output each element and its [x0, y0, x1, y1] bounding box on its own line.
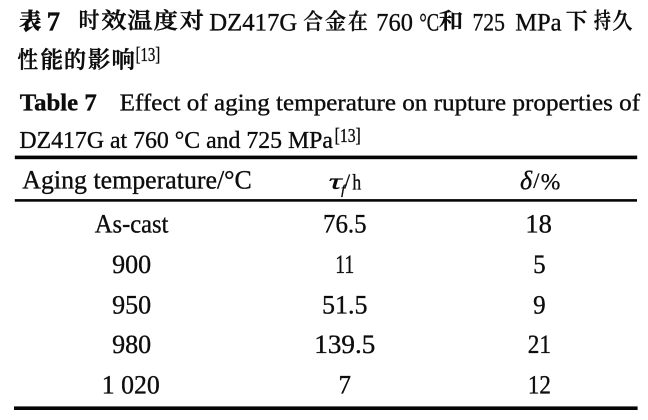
svg-text:139.5: 139.5 — [314, 330, 375, 359]
svg-text:°C: °C — [419, 10, 439, 37]
svg-text:7: 7 — [339, 371, 352, 400]
svg-text:760: 760 — [376, 10, 413, 37]
svg-text:DZ417G at 760 °C and 725 MPa: DZ417G at 760 °C and 725 MPa — [19, 128, 333, 154]
svg-text:5: 5 — [533, 250, 546, 279]
svg-text:76.5: 76.5 — [323, 210, 367, 239]
svg-text:9: 9 — [533, 291, 546, 320]
svg-text:Effect of aging temperature on: Effect of aging temperature on rupture p… — [120, 91, 641, 117]
svg-text:DZ417G: DZ417G — [209, 10, 297, 37]
svg-text:Aging temperature/°C: Aging temperature/°C — [22, 165, 252, 194]
svg-text:11: 11 — [335, 250, 354, 279]
svg-text:Table 7: Table 7 — [20, 91, 97, 117]
svg-text:12: 12 — [528, 371, 551, 400]
svg-text:1 020: 1 020 — [102, 371, 160, 400]
svg-text:980: 980 — [112, 330, 151, 359]
svg-text:900: 900 — [112, 250, 151, 279]
svg-text:MPa: MPa — [515, 10, 561, 37]
svg-text:21: 21 — [528, 330, 551, 359]
svg-text:950: 950 — [112, 291, 151, 320]
svg-text:725: 725 — [473, 10, 505, 37]
svg-text:7: 7 — [47, 7, 61, 37]
svg-text:%: % — [541, 170, 561, 196]
svg-text:/: / — [533, 168, 540, 193]
svg-text:f: f — [341, 183, 347, 198]
svg-text:51.5: 51.5 — [322, 291, 368, 320]
svg-text:[13]: [13] — [335, 125, 361, 147]
svg-text:18: 18 — [525, 210, 552, 239]
svg-text:h: h — [352, 169, 361, 194]
svg-text:δ: δ — [520, 166, 533, 195]
svg-text:τ: τ — [329, 169, 343, 194]
svg-text:/: / — [344, 170, 350, 194]
svg-text:As-cast: As-cast — [95, 210, 169, 239]
svg-text:[13]: [13] — [136, 44, 161, 66]
